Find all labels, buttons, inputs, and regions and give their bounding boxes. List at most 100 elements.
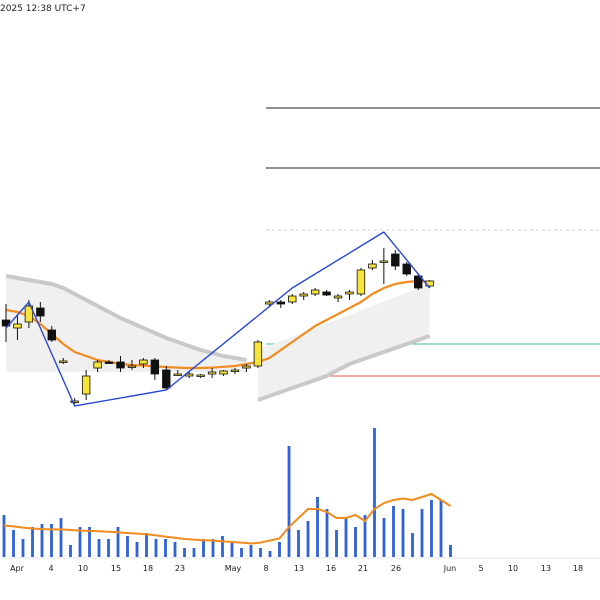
volume-bar-21 xyxy=(202,539,205,557)
volume-bar-28 xyxy=(268,551,272,557)
x-tick-label-15: 13 xyxy=(541,564,551,573)
volume-bar-10 xyxy=(97,539,101,557)
volume-bar-8 xyxy=(78,527,82,557)
candle-body xyxy=(368,263,377,269)
volume-bar-18 xyxy=(173,542,177,557)
candle-8 xyxy=(93,360,102,372)
volatility-ribbon xyxy=(5,274,431,402)
candle-26 xyxy=(299,292,308,300)
candle-20 xyxy=(230,368,240,374)
volume-bar-38 xyxy=(363,515,367,557)
volume-bar-23 xyxy=(221,536,224,557)
volume-bar-9 xyxy=(88,527,91,557)
x-tick-label-10: 21 xyxy=(358,564,368,573)
candle-body xyxy=(36,307,45,317)
candle-body xyxy=(345,291,354,295)
candle-21 xyxy=(242,364,251,372)
candle-15 xyxy=(173,370,182,376)
candles xyxy=(1,248,434,404)
volume-bar-32 xyxy=(306,521,310,557)
candle-body xyxy=(116,361,125,369)
zigzag-path xyxy=(5,231,431,407)
candle-body xyxy=(207,371,217,375)
x-tick-label-14: 10 xyxy=(508,564,518,573)
volume-bar-41 xyxy=(392,506,395,557)
volume-bar-43 xyxy=(411,533,414,557)
volume-bar-4 xyxy=(40,524,44,557)
candle-body xyxy=(93,361,102,369)
candle-5 xyxy=(59,358,68,364)
volume-bar-15 xyxy=(145,533,148,557)
volume-bar-44 xyxy=(420,509,424,557)
x-axis: Apr 4 10 15 18 23 May 8 13 16 21 26 Jun 5 10 13 18 xyxy=(10,564,583,573)
candle-body xyxy=(299,293,308,297)
x-tick-label-1: 4 xyxy=(48,564,53,573)
candle-body xyxy=(13,323,22,329)
volume-bar-34 xyxy=(325,509,329,557)
volume-pane xyxy=(2,428,452,557)
volume-bar-3 xyxy=(31,527,34,557)
candle-body xyxy=(219,370,228,375)
candle-22 xyxy=(253,340,263,368)
candle-1 xyxy=(13,314,22,340)
volume-bar-20 xyxy=(192,548,196,557)
x-tick-label-11: 26 xyxy=(391,564,401,573)
volume-bar-17 xyxy=(164,539,167,557)
candle-32 xyxy=(368,260,377,270)
volume-bar-5 xyxy=(50,524,53,557)
candle-14 xyxy=(162,366,171,390)
candle-body xyxy=(379,260,389,263)
candle-19 xyxy=(219,370,228,376)
volume-bar-37 xyxy=(354,527,357,557)
x-tick-label-7: 8 xyxy=(263,564,268,573)
candle-12 xyxy=(139,358,148,368)
candle-6 xyxy=(70,398,79,404)
candle-body xyxy=(150,359,160,375)
candle-body xyxy=(310,289,320,295)
candle-body xyxy=(127,365,137,368)
candle-9 xyxy=(104,360,114,364)
candle-34 xyxy=(391,250,400,270)
candle-24 xyxy=(276,300,285,308)
candle-28 xyxy=(322,290,331,296)
candle-body xyxy=(333,295,343,299)
volume-bar-25 xyxy=(240,548,243,557)
chart-timestamp: 2025 12:38 UTC+7 xyxy=(0,4,86,14)
volume-bar-29 xyxy=(278,542,281,557)
volume-bar-42 xyxy=(401,509,405,557)
volume-bar-39 xyxy=(373,428,376,557)
candle-body xyxy=(81,375,91,395)
volume-bar-31 xyxy=(297,530,300,557)
candle-body xyxy=(322,291,331,296)
volume-bar-47 xyxy=(449,545,452,557)
x-tick-label-9: 16 xyxy=(326,564,336,573)
volume-bar-27 xyxy=(259,548,262,557)
volume-bar-2 xyxy=(21,539,25,557)
candle-10 xyxy=(116,356,125,372)
candle-30 xyxy=(345,290,354,300)
candle-body xyxy=(230,369,240,372)
x-tick-label-4: 18 xyxy=(143,564,153,573)
x-tick-label-13: 5 xyxy=(478,564,483,573)
zigzag-line xyxy=(5,231,431,407)
volume-bar-13 xyxy=(126,536,129,557)
ribbon-lower-fill xyxy=(257,284,430,400)
volume-bar-12 xyxy=(116,527,120,557)
candle-body xyxy=(24,305,34,323)
candle-3 xyxy=(36,302,45,322)
volume-bar-7 xyxy=(69,545,72,557)
x-tick-label-6: May xyxy=(225,564,242,573)
volume-bar-33 xyxy=(316,497,319,557)
candle-body xyxy=(139,359,148,365)
volume-bar-11 xyxy=(107,539,110,557)
candle-17 xyxy=(196,374,205,378)
ma-line xyxy=(5,279,430,370)
volume-ma-line xyxy=(3,492,452,545)
volume-bar-30 xyxy=(287,446,291,557)
candle-body xyxy=(253,341,263,367)
volume-bar-35 xyxy=(335,530,338,557)
candle-body xyxy=(402,263,411,275)
candle-13 xyxy=(150,358,160,380)
ribbon-upper-fill xyxy=(6,276,247,372)
